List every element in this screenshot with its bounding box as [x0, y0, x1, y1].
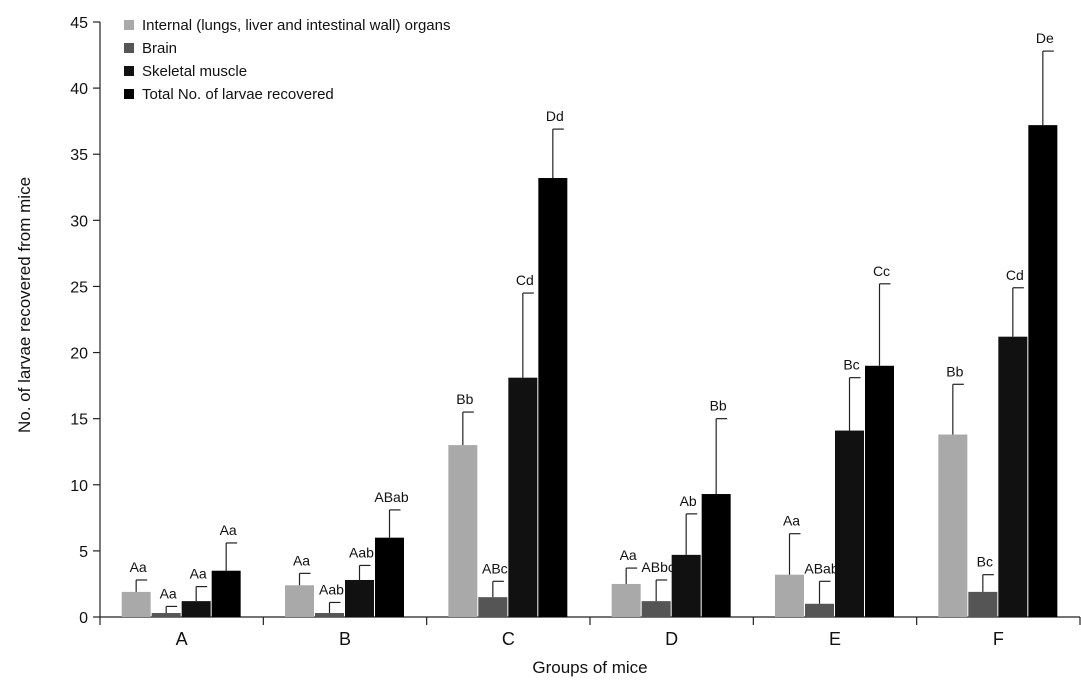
- significance-label: Aa: [783, 513, 800, 529]
- x-tick-label: F: [993, 629, 1004, 649]
- significance-label: Dd: [546, 108, 564, 124]
- bar: [775, 574, 804, 617]
- significance-label: Aa: [190, 566, 207, 582]
- y-tick-label: 35: [70, 147, 88, 164]
- bar: [181, 601, 211, 617]
- y-tick-label: 25: [70, 279, 88, 296]
- bar: [151, 613, 181, 617]
- legend-swatch: [124, 20, 134, 30]
- y-tick-label: 45: [70, 15, 88, 32]
- legend-label: Internal (lungs, liver and intestinal wa…: [142, 17, 451, 34]
- x-tick-label: A: [176, 629, 188, 649]
- bar: [701, 494, 731, 617]
- y-tick-label: 40: [70, 81, 88, 98]
- legend-swatch: [124, 43, 134, 53]
- y-axis-title: No. of larvae recovered from mice: [15, 177, 34, 433]
- bar: [998, 336, 1028, 617]
- significance-label: Aa: [620, 547, 637, 563]
- significance-label: De: [1036, 30, 1054, 46]
- legend-swatch: [124, 66, 134, 76]
- significance-label: Ab: [680, 493, 697, 509]
- y-tick-label: 20: [70, 346, 88, 363]
- significance-label: Aa: [160, 585, 177, 601]
- bar: [211, 570, 241, 617]
- y-tick-label: 15: [70, 412, 88, 429]
- bar: [968, 591, 998, 617]
- bar: [1028, 125, 1058, 617]
- bar: [938, 434, 968, 617]
- bar: [448, 445, 478, 617]
- bar: [865, 365, 894, 617]
- x-tick-label: C: [502, 629, 515, 649]
- bar: [611, 583, 641, 617]
- significance-label: ABab: [374, 489, 408, 505]
- significance-label: Aa: [130, 559, 147, 575]
- significance-label: ABc: [482, 560, 508, 576]
- significance-label: Bc: [977, 554, 993, 570]
- legend-swatch: [124, 89, 134, 99]
- bar: [285, 585, 314, 617]
- significance-label: ABbc: [641, 559, 674, 575]
- bar: [121, 591, 151, 617]
- bars: AaAaAaAaAaAabAabABabBbABcCdDdAaABbcAbBbA…: [121, 30, 1058, 617]
- y-tick-label: 10: [70, 478, 88, 495]
- bar: [508, 377, 538, 617]
- legend-label: Total No. of larvae recovered: [142, 86, 334, 103]
- legend-label: Skeletal muscle: [142, 63, 247, 80]
- bar: [345, 579, 374, 617]
- y-tick-label: 0: [79, 610, 88, 627]
- significance-label: ABab: [804, 560, 838, 576]
- significance-label: Cd: [516, 272, 534, 288]
- bar: [315, 613, 344, 617]
- bar: [538, 178, 568, 617]
- significance-label: Cc: [873, 263, 890, 279]
- y-tick-label: 5: [79, 544, 88, 561]
- x-tick-label: D: [665, 629, 678, 649]
- x-tick-label: B: [339, 629, 351, 649]
- bar: [478, 597, 508, 617]
- significance-label: Aab: [319, 581, 344, 597]
- significance-label: Bc: [843, 357, 859, 373]
- significance-label: Bb: [710, 398, 727, 414]
- significance-label: Aa: [293, 552, 310, 568]
- significance-label: Aa: [220, 522, 237, 538]
- bar: [641, 601, 671, 617]
- legend: Internal (lungs, liver and intestinal wa…: [124, 17, 451, 103]
- significance-label: Bb: [946, 363, 963, 379]
- bar: [835, 430, 864, 617]
- significance-label: Cd: [1006, 267, 1024, 283]
- significance-label: Aab: [349, 544, 374, 560]
- x-axis-title: Groups of mice: [532, 658, 647, 677]
- y-axis: 0 5 10 15 20 25 30 35 40 45: [70, 15, 101, 627]
- x-tick-label: E: [829, 629, 841, 649]
- x-axis: A B C D E F: [99, 616, 1081, 649]
- bar: [805, 603, 834, 617]
- bar: [375, 537, 404, 617]
- bar: [671, 554, 701, 617]
- y-tick-label: 30: [70, 213, 88, 230]
- significance-label: Bb: [456, 391, 473, 407]
- legend-label: Brain: [142, 40, 177, 57]
